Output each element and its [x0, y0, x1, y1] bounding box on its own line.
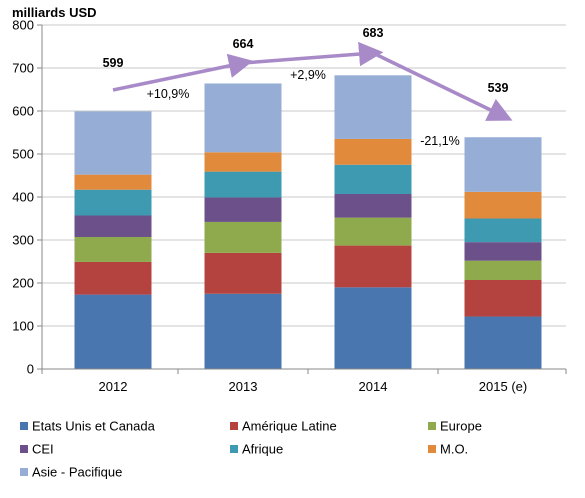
y-axis-ticks: 0 100 200 300 400 500 600 700 800: [12, 18, 42, 377]
bar-segment: [464, 191, 542, 219]
y-tick-label: 0: [27, 362, 34, 377]
bar-segment: [204, 171, 282, 198]
change-labels: +10,9% +2,9% -21,1%: [147, 68, 460, 148]
bar-segment: [204, 197, 282, 222]
change-label: -21,1%: [420, 134, 460, 148]
bar-segment: [334, 217, 412, 246]
legend-swatch: [20, 422, 28, 430]
x-tick-label: 2015 (e): [479, 379, 527, 394]
y-tick-label: 400: [12, 190, 34, 205]
legend-swatch: [428, 445, 436, 453]
bar-segment: [204, 293, 282, 369]
y-tick-label: 300: [12, 233, 34, 248]
x-axis-ticks: 2012 2013 2014 2015 (e): [41, 369, 567, 394]
bar-segment: [334, 287, 412, 369]
bar-segment: [74, 174, 152, 190]
bar-segment: [334, 164, 412, 194]
bar-segment: [204, 83, 282, 153]
x-tick-label: 2014: [359, 379, 388, 394]
legend-label: Afrique: [242, 442, 283, 457]
bar-segment: [464, 218, 542, 243]
trend-arrows: [112, 41, 513, 121]
bar-segment: [334, 245, 412, 288]
total-label: 539: [488, 81, 509, 95]
bar-segment: [74, 215, 152, 237]
bar-segment: [464, 316, 542, 369]
bar-segment: [204, 221, 282, 253]
bar-segment: [334, 138, 412, 165]
legend-swatch: [230, 422, 238, 430]
y-tick-label: 100: [12, 319, 34, 334]
bar-segment: [334, 75, 412, 139]
y-tick-label: 600: [12, 104, 34, 119]
bar-segment: [74, 111, 152, 175]
trend-arrow: [112, 53, 254, 92]
legend-swatch: [230, 445, 238, 453]
bars: [74, 75, 542, 369]
legend-label: M.O.: [440, 442, 468, 457]
unit-label: milliards USD: [12, 5, 97, 20]
total-labels: 599 664 683 539: [103, 26, 509, 95]
legend-label: Europe: [440, 419, 482, 434]
y-tick-label: 800: [12, 18, 34, 33]
bar-segment: [334, 193, 412, 218]
bar-segment: [464, 260, 542, 280]
trend-arrow: [242, 41, 384, 67]
total-label: 664: [233, 37, 254, 51]
bar-segment: [464, 279, 542, 317]
x-tick-label: 2013: [229, 379, 258, 394]
y-tick-label: 200: [12, 276, 34, 291]
bar-segment: [74, 236, 152, 262]
change-label: +10,9%: [147, 87, 190, 101]
legend-label: Amérique Latine: [242, 419, 337, 434]
legend-swatch: [428, 422, 436, 430]
legend-label: Etats Unis et Canada: [32, 419, 156, 434]
legend-label: Asie - Pacifique: [32, 465, 122, 480]
legend: Etats Unis et Canada Amérique Latine Europ…: [20, 419, 482, 480]
change-label: +2,9%: [290, 68, 326, 82]
bar-segment: [74, 261, 152, 295]
legend-swatch: [20, 468, 28, 476]
x-tick-label: 2012: [99, 379, 128, 394]
legend-label: CEI: [32, 442, 54, 457]
bar-segment: [204, 252, 282, 294]
bar-segment: [74, 189, 152, 216]
bar-segment: [464, 137, 542, 192]
bar-segment: [204, 152, 282, 172]
legend-swatch: [20, 445, 28, 453]
total-label: 683: [363, 26, 384, 40]
y-tick-label: 500: [12, 147, 34, 162]
bar-segment: [74, 294, 152, 369]
trend-arrow: [372, 51, 513, 121]
y-tick-label: 700: [12, 61, 34, 76]
bar-segment: [464, 242, 542, 261]
total-label: 599: [103, 56, 124, 70]
